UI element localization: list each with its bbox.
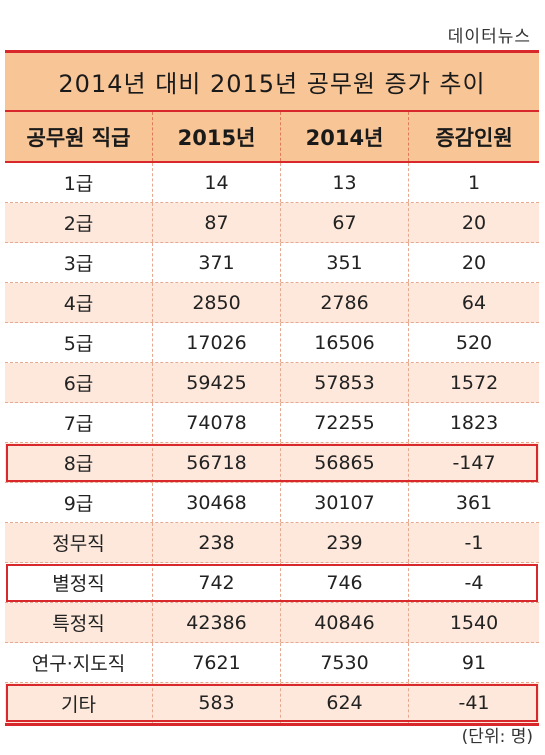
table-row: 5급 17026 16506 520: [5, 323, 539, 363]
table-body: 1급 14 13 1 2급 87 67 20 3급 371 351 20 4급 2850 2786 64 5급 1…: [5, 163, 539, 723]
table-header-row: 공무원 직급 2015년 2014년 증감인원: [5, 112, 539, 163]
cell-2014: 7530: [281, 643, 409, 682]
cell-grade: 별정직: [5, 563, 153, 602]
cell-change: -147: [452, 451, 496, 474]
cell-2015: 30468: [153, 483, 281, 522]
table-row: 7급 74078 72255 1823: [5, 403, 539, 443]
cell-2014: 351: [281, 243, 409, 282]
table-title: 2014년 대비 2015년 공무원 증가 추이: [5, 53, 539, 112]
cell-2015: 7621: [153, 643, 281, 682]
table-row: 특정직 42386 40846 1540: [5, 603, 539, 643]
cell-grade: 5급: [5, 323, 153, 362]
cell-2014: 13: [281, 163, 409, 202]
cell-2014: 746: [281, 563, 409, 602]
table-row: 8급 56718 56865 -147: [5, 443, 539, 483]
cell-change: 91: [461, 651, 487, 674]
table-row: 6급 59425 57853 1572: [5, 363, 539, 403]
cell-2014: 56865: [281, 443, 409, 482]
table-row: 별정직 742 746 -4: [5, 563, 539, 603]
cell-2014: 239: [281, 523, 409, 562]
cell-grade: 6급: [5, 363, 153, 402]
cell-2014: 72255: [281, 403, 409, 442]
header-change: 증감인원: [435, 125, 513, 150]
cell-2015: 42386: [153, 603, 281, 642]
header-2014: 2014년: [281, 112, 409, 161]
cell-2015: 87: [153, 203, 281, 242]
cell-change: 1: [467, 171, 481, 194]
cell-grade: 7급: [5, 403, 153, 442]
cell-grade: 9급: [5, 483, 153, 522]
cell-grade: 연구·지도직: [5, 643, 153, 682]
cell-change: 64: [461, 291, 487, 314]
cell-grade: 기타: [5, 683, 153, 723]
cell-2015: 74078: [153, 403, 281, 442]
cell-2014: 16506: [281, 323, 409, 362]
cell-2014: 40846: [281, 603, 409, 642]
cell-2015: 17026: [153, 323, 281, 362]
cell-2015: 56718: [153, 443, 281, 482]
cell-change: -1: [464, 531, 484, 554]
table-row: 9급 30468 30107 361: [5, 483, 539, 523]
cell-grade: 2급: [5, 203, 153, 242]
table-row: 3급 371 351 20: [5, 243, 539, 283]
table-row: 1급 14 13 1: [5, 163, 539, 203]
cell-change: 20: [461, 211, 487, 234]
table-row: 기타 583 624 -41: [5, 683, 539, 723]
cell-grade: 3급: [5, 243, 153, 282]
unit-label: (단위: 명): [461, 727, 533, 747]
table-row: 연구·지도직 7621 7530 91: [5, 643, 539, 683]
cell-2014: 57853: [281, 363, 409, 402]
cell-2015: 238: [153, 523, 281, 562]
cell-change: -4: [464, 571, 484, 594]
cell-grade: 1급: [5, 163, 153, 202]
table-row: 4급 2850 2786 64: [5, 283, 539, 323]
cell-2015: 742: [153, 563, 281, 602]
cell-change: 520: [455, 331, 493, 354]
cell-2015: 2850: [153, 283, 281, 322]
cell-change: -41: [458, 692, 490, 714]
cell-change: 1823: [449, 411, 499, 434]
cell-2014: 30107: [281, 483, 409, 522]
cell-grade: 8급: [5, 443, 153, 482]
cell-2015: 59425: [153, 363, 281, 402]
header-grade: 공무원 직급: [5, 112, 153, 161]
cell-2014: 624: [281, 683, 409, 723]
cell-2015: 583: [153, 683, 281, 723]
cell-grade: 정무직: [5, 523, 153, 562]
staff-increase-table: 2014년 대비 2015년 공무원 증가 추이 공무원 직급 2015년 20…: [5, 50, 539, 726]
source-label: 데이터뉴스: [447, 27, 531, 47]
cell-2014: 67: [281, 203, 409, 242]
cell-change: 20: [461, 251, 487, 274]
cell-2014: 2786: [281, 283, 409, 322]
cell-change: 361: [455, 491, 493, 514]
table-row: 2급 87 67 20: [5, 203, 539, 243]
cell-change: 1540: [449, 611, 499, 634]
header-2015: 2015년: [153, 112, 281, 161]
table-row: 정무직 238 239 -1: [5, 523, 539, 563]
cell-grade: 4급: [5, 283, 153, 322]
cell-2015: 14: [153, 163, 281, 202]
cell-change: 1572: [449, 371, 499, 394]
cell-2015: 371: [153, 243, 281, 282]
cell-grade: 특정직: [5, 603, 153, 642]
